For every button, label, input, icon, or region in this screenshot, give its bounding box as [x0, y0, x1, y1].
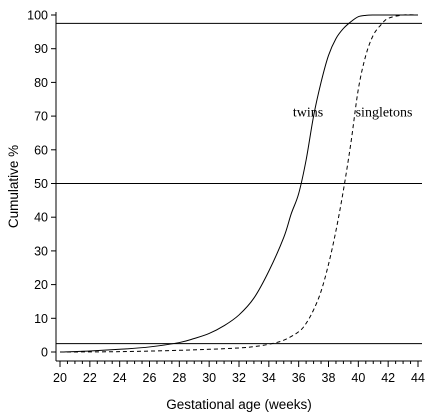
y-tick-label-90: 90 [34, 42, 48, 56]
y-tick-label-80: 80 [34, 76, 48, 90]
reference-lines [56, 22, 422, 345]
y-tick-label-100: 100 [27, 9, 48, 23]
y-tick-label-70: 70 [34, 110, 48, 124]
x-tick-label-26: 26 [143, 371, 157, 385]
series-labels: twins singletons [293, 106, 413, 121]
series-label-twins: twins [293, 106, 323, 121]
x-tick-label-40: 40 [351, 371, 365, 385]
y-axis-title: Cumulative % [6, 145, 21, 228]
x-tick-label-20: 20 [53, 371, 67, 385]
y-tick-label-60: 60 [34, 143, 48, 157]
x-tick-label-32: 32 [232, 371, 246, 385]
x-tick-label-24: 24 [113, 371, 127, 385]
x-axis-ticks: 20 22 24 26 28 30 32 34 36 38 40 42 44 [53, 361, 425, 385]
x-tick-label-28: 28 [172, 371, 186, 385]
y-tick-label-30: 30 [34, 244, 48, 258]
y-tick-label-40: 40 [34, 211, 48, 225]
y-tick-label-10: 10 [34, 312, 48, 326]
y-tick-label-50: 50 [34, 177, 48, 191]
x-tick-label-44: 44 [411, 371, 425, 385]
y-tick-label-20: 20 [34, 278, 48, 292]
y-tick-label-0: 0 [41, 346, 48, 360]
x-tick-label-36: 36 [292, 371, 306, 385]
x-tick-label-38: 38 [322, 371, 336, 385]
x-tick-label-34: 34 [262, 371, 276, 385]
y-axis-ticks: 0 10 20 30 40 50 60 70 80 90 100 [27, 9, 56, 360]
x-tick-label-22: 22 [83, 371, 97, 385]
series-line-singletons [59, 14, 419, 353]
x-tick-label-30: 30 [202, 371, 216, 385]
x-tick-label-42: 42 [381, 371, 395, 385]
series-curves [59, 14, 419, 353]
series-label-singletons: singletons [356, 106, 413, 121]
x-axis-title: Gestational age (weeks) [166, 397, 312, 412]
axes [55, 12, 422, 362]
series-line-twins [59, 14, 418, 353]
